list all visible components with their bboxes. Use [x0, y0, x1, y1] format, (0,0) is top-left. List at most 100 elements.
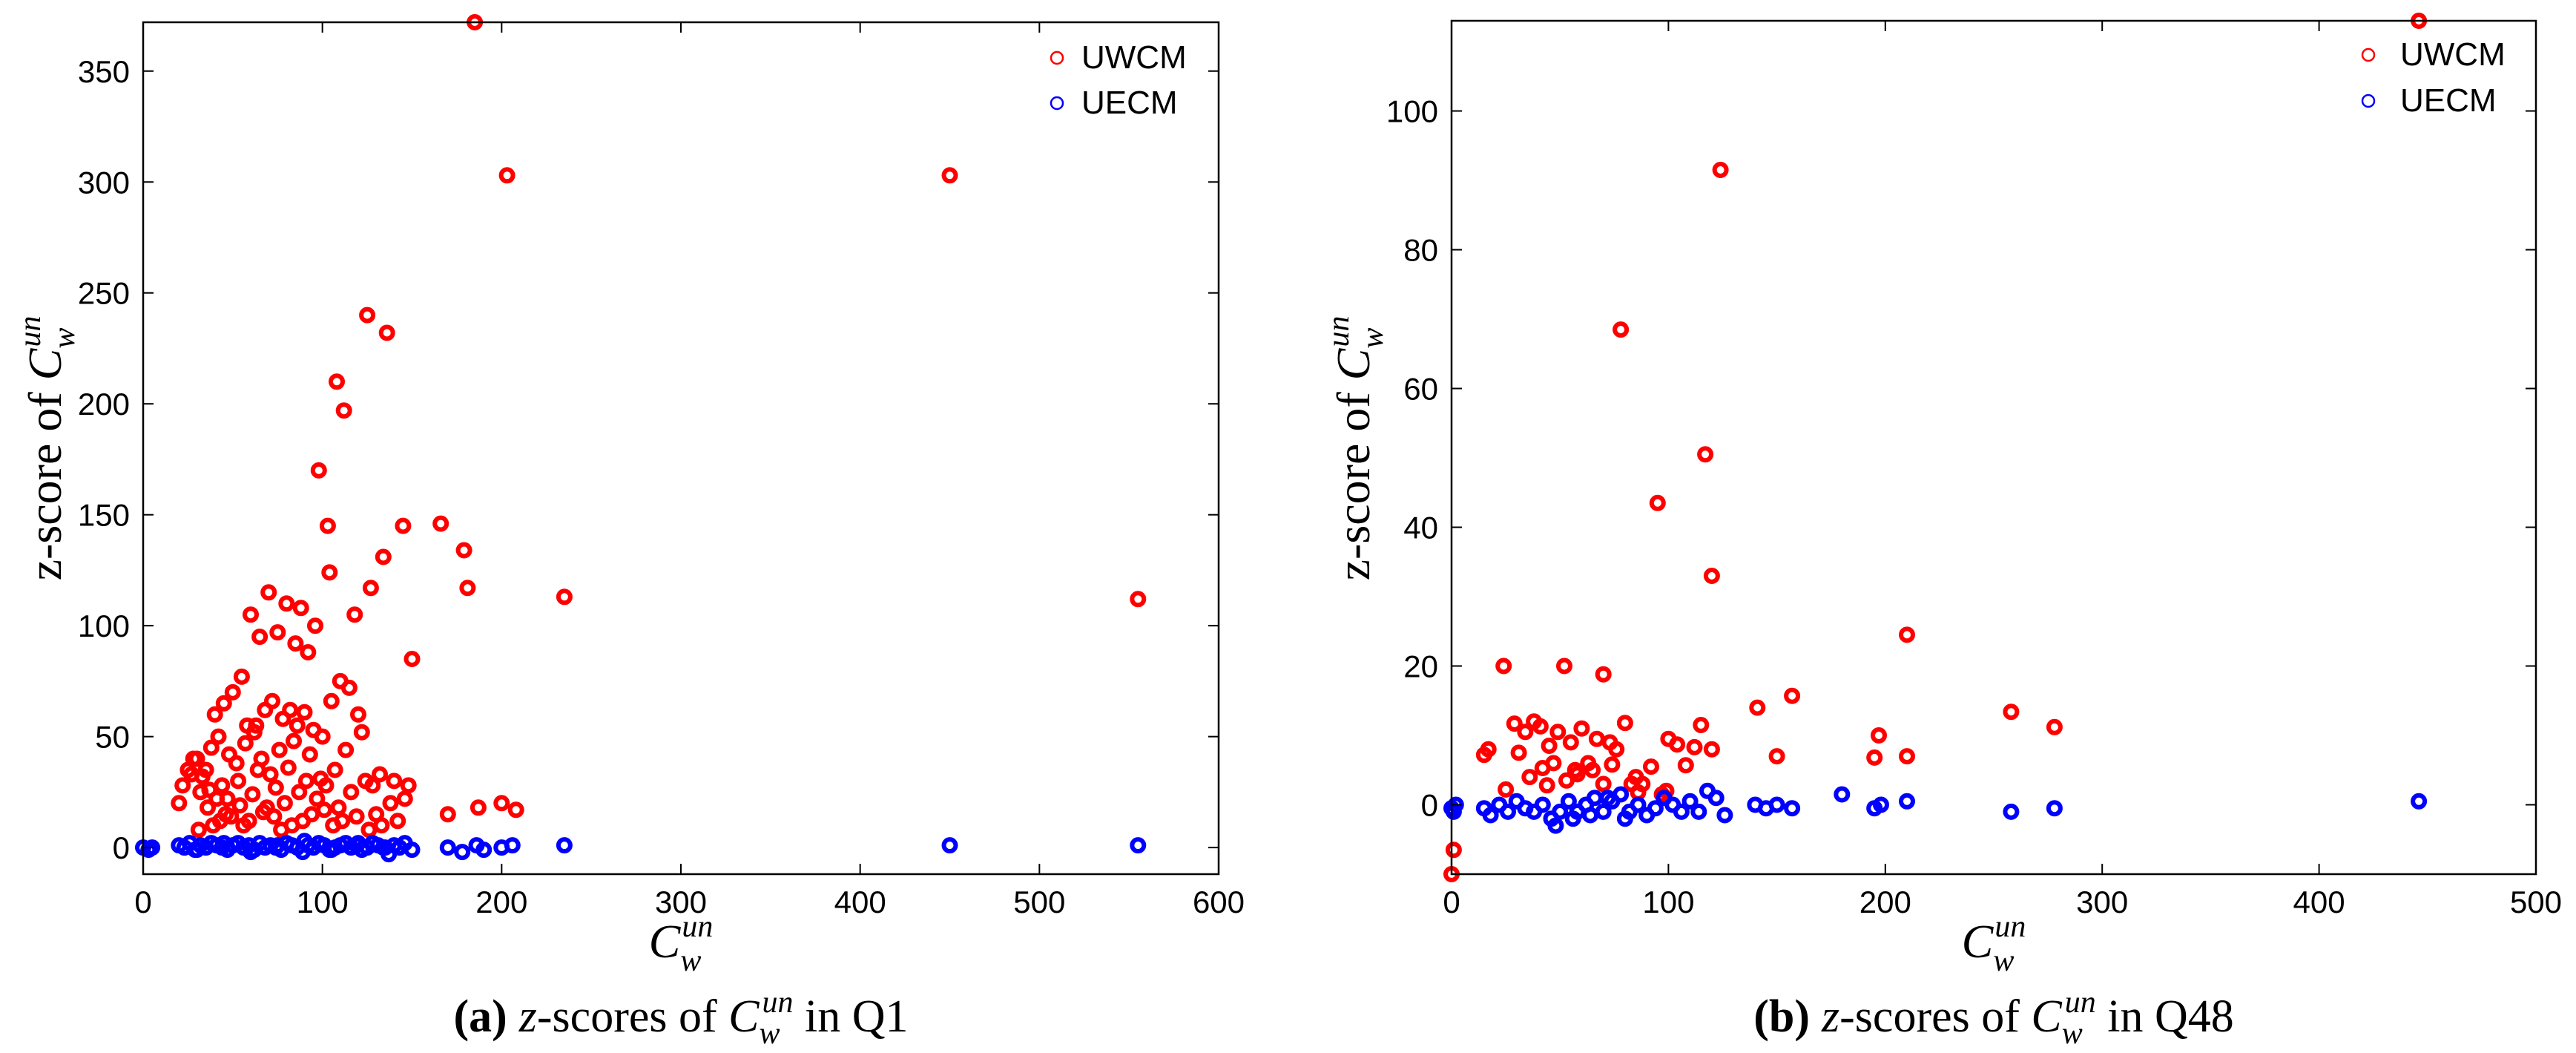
- x-tick-label: 400: [2293, 885, 2345, 919]
- uwcm-point: [310, 462, 327, 479]
- uecm-point: [1707, 790, 1725, 807]
- x-tick-label: 100: [1642, 885, 1694, 919]
- legend-uecm-marker: [1050, 96, 1064, 111]
- uwcm-point: [346, 606, 363, 623]
- uwcm-point: [1697, 446, 1714, 463]
- uwcm-point: [1866, 749, 1883, 766]
- uwcm-point: [329, 373, 345, 390]
- chart-a-points: [135, 14, 1147, 863]
- uwcm-point: [1475, 747, 1492, 764]
- uwcm-point: [386, 772, 403, 790]
- uwcm-point: [334, 813, 351, 830]
- uwcm-point: [1608, 741, 1625, 758]
- y-tick-label: 150: [78, 498, 130, 533]
- uwcm-point: [375, 548, 392, 565]
- uwcm-point: [439, 806, 456, 823]
- uwcm-point: [174, 777, 191, 794]
- uecm-point: [350, 835, 366, 852]
- uecm-point: [296, 833, 313, 850]
- y-tick-label: 350: [78, 54, 130, 89]
- uwcm-point: [1749, 699, 1766, 716]
- uecm-point: [1647, 800, 1664, 817]
- uwcm-point: [400, 777, 417, 794]
- uwcm-point: [1584, 761, 1601, 778]
- uwcm-point: [230, 772, 247, 790]
- uwcm-point: [296, 703, 313, 721]
- uwcm-point: [1899, 626, 1915, 643]
- uwcm-point: [292, 600, 309, 617]
- uwcm-point: [359, 306, 376, 324]
- uwcm-point: [280, 759, 297, 776]
- x-tick-label: 300: [2076, 885, 2128, 919]
- uecm-point: [1552, 803, 1569, 820]
- uwcm-point: [273, 821, 290, 839]
- uwcm-point: [556, 588, 573, 606]
- uwcm-point: [432, 515, 449, 532]
- uwcm-point: [190, 821, 207, 839]
- uwcm-point: [223, 808, 240, 825]
- legend-uwcm-label: UWCM: [2400, 36, 2506, 73]
- uwcm-point: [314, 728, 331, 745]
- uecm-point: [1673, 803, 1690, 820]
- uwcm-point: [1604, 756, 1621, 773]
- uecm-point: [1784, 800, 1801, 817]
- uwcm-point: [1669, 736, 1686, 753]
- uwcm-point: [249, 761, 266, 778]
- y-tick-label: 0: [113, 830, 130, 865]
- uwcm-point: [251, 629, 269, 646]
- uwcm-point: [231, 797, 248, 814]
- chart-b-caption: (b) z-scores of Cwun in Q48: [1753, 985, 2234, 1051]
- uwcm-point: [403, 651, 421, 667]
- uecm-point: [941, 837, 958, 854]
- uwcm-point: [1595, 666, 1612, 683]
- uwcm-point: [235, 817, 252, 834]
- uwcm-point: [396, 790, 413, 807]
- y-tick-label: 40: [1403, 511, 1438, 545]
- uecm-point: [454, 844, 471, 861]
- uecm-point: [1564, 810, 1581, 827]
- uwcm-point: [357, 772, 374, 790]
- uecm-point: [1534, 796, 1551, 813]
- y-tick-label: 100: [1386, 94, 1438, 129]
- uwcm-point: [1532, 718, 1549, 735]
- chart-b-plot-frame: [1450, 19, 2537, 876]
- chart-b-legend: UWCM UECM: [2361, 36, 2506, 119]
- uwcm-point: [1521, 769, 1538, 786]
- y-tick-label: 80: [1403, 233, 1438, 268]
- uwcm-point: [237, 735, 254, 752]
- uwcm-point: [1643, 758, 1659, 775]
- uecm-point: [556, 837, 573, 854]
- uwcm-point: [291, 784, 308, 801]
- uwcm-point: [941, 167, 958, 184]
- uecm-point: [1681, 793, 1699, 810]
- uecm-point: [243, 844, 259, 861]
- uwcm-point: [266, 808, 283, 825]
- uwcm-point: [286, 732, 302, 749]
- uecm-point: [1873, 796, 1889, 813]
- uwcm-point: [282, 701, 299, 718]
- uwcm-point: [1677, 757, 1694, 774]
- uwcm-point: [243, 606, 259, 623]
- uwcm-point: [373, 817, 390, 834]
- uecm-point: [1613, 786, 1630, 803]
- uwcm-point: [244, 786, 261, 803]
- uwcm-point: [353, 724, 370, 741]
- uecm-point: [377, 839, 394, 856]
- uwcm-point: [262, 766, 279, 783]
- chart-b-points: [1443, 13, 2428, 882]
- uwcm-point: [330, 799, 347, 816]
- uwcm-point: [289, 717, 306, 734]
- chart-a-y-axis-label: z-score of Cwun: [13, 316, 82, 581]
- uwcm-point: [171, 795, 188, 812]
- chart-a-x-ticks: 0 100 200 300 400 500 600: [134, 22, 1245, 919]
- uecm-point: [2046, 800, 2063, 817]
- uwcm-point: [248, 717, 265, 734]
- legend-uwcm-marker: [2361, 47, 2376, 62]
- uwcm-point: [1538, 777, 1555, 794]
- uwcm-point: [319, 517, 336, 534]
- uwcm-point: [1569, 766, 1586, 783]
- uwcm-point: [389, 813, 406, 830]
- uwcm-point: [350, 706, 366, 723]
- uwcm-point: [321, 564, 338, 581]
- uwcm-point: [317, 777, 335, 794]
